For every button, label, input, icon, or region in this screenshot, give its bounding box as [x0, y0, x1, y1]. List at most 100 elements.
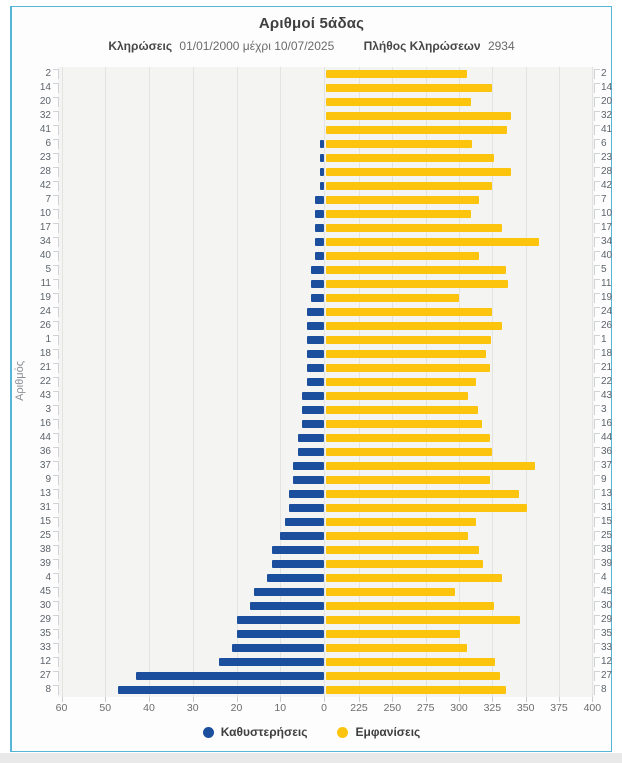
bar-appearances[interactable]: [325, 504, 527, 512]
bar-appearances[interactable]: [325, 224, 502, 232]
bar-delay[interactable]: [306, 350, 324, 358]
bar-appearances[interactable]: [325, 546, 479, 554]
category-label-right: 35: [601, 628, 613, 639]
bar-appearances[interactable]: [325, 280, 509, 288]
bar-delay[interactable]: [236, 630, 324, 638]
bar-appearances[interactable]: [325, 252, 479, 260]
bar-appearances[interactable]: [325, 574, 502, 582]
bar-delay[interactable]: [293, 476, 324, 484]
bar-appearances[interactable]: [325, 560, 483, 568]
bar-delay[interactable]: [306, 364, 324, 372]
bar-delay[interactable]: [319, 182, 324, 190]
bar-delay[interactable]: [315, 210, 324, 218]
x-axis-tick-label: 10: [274, 702, 287, 714]
x-axis-tick: [592, 697, 594, 702]
axis-bracket-right-icon: [594, 139, 600, 149]
bar-delay[interactable]: [271, 560, 324, 568]
bar-appearances[interactable]: [325, 476, 490, 484]
bar-appearances[interactable]: [325, 462, 535, 470]
category-label-right: 3: [601, 404, 607, 415]
bar-appearances[interactable]: [325, 182, 493, 190]
bar-delay[interactable]: [289, 504, 324, 512]
bar-delay[interactable]: [310, 280, 324, 288]
bar-delay[interactable]: [315, 224, 324, 232]
bar-delay[interactable]: [135, 672, 324, 680]
axis-bracket-right-icon: [594, 377, 600, 387]
bar-appearances[interactable]: [325, 378, 477, 386]
bar-delay[interactable]: [289, 490, 324, 498]
bar-delay[interactable]: [297, 434, 324, 442]
category-label-right: 42: [601, 180, 613, 191]
bar-appearances[interactable]: [325, 420, 482, 428]
bar-delay[interactable]: [293, 462, 324, 470]
bar-appearances[interactable]: [325, 602, 494, 610]
bar-delay[interactable]: [310, 294, 324, 302]
legend-item-delays[interactable]: Καθυστερήσεις: [202, 725, 307, 739]
bar-delay[interactable]: [284, 518, 324, 526]
bar-appearances[interactable]: [325, 616, 521, 624]
bar-appearances[interactable]: [325, 210, 471, 218]
bar-delay[interactable]: [219, 658, 324, 666]
bar-appearances[interactable]: [325, 588, 455, 596]
bar-delay[interactable]: [297, 448, 324, 456]
bar-appearances[interactable]: [325, 168, 511, 176]
bar-appearances[interactable]: [325, 112, 511, 120]
x-axis-tick: [359, 697, 360, 702]
bar-delay[interactable]: [118, 686, 324, 694]
x-axis-tick-label: 225: [350, 702, 368, 714]
bar-delay[interactable]: [232, 644, 324, 652]
axis-bracket-left-icon: [53, 587, 59, 597]
bar-delay[interactable]: [236, 616, 324, 624]
bar-appearances[interactable]: [325, 686, 506, 694]
bar-appearances[interactable]: [325, 98, 471, 106]
bar-delay[interactable]: [319, 168, 324, 176]
bar-delay[interactable]: [271, 546, 324, 554]
bar-delay[interactable]: [319, 140, 324, 148]
bar-appearances[interactable]: [325, 140, 473, 148]
bar-delay[interactable]: [310, 266, 324, 274]
bar-appearances[interactable]: [325, 672, 501, 680]
bar-appearances[interactable]: [325, 84, 493, 92]
bar-delay[interactable]: [315, 238, 324, 246]
bar-appearances[interactable]: [325, 434, 490, 442]
bar-appearances[interactable]: [325, 448, 493, 456]
category-label-left: 19: [39, 292, 51, 303]
bar-appearances[interactable]: [325, 266, 506, 274]
bar-appearances[interactable]: [325, 392, 469, 400]
category-label-right: 22: [601, 376, 613, 387]
bar-appearances[interactable]: [325, 322, 502, 330]
bar-delay[interactable]: [302, 406, 324, 414]
bar-appearances[interactable]: [325, 308, 493, 316]
bar-delay[interactable]: [302, 420, 324, 428]
bar-appearances[interactable]: [325, 350, 486, 358]
bar-appearances[interactable]: [325, 630, 461, 638]
bar-appearances[interactable]: [325, 364, 490, 372]
bar-appearances[interactable]: [325, 406, 478, 414]
bar-appearances[interactable]: [325, 644, 467, 652]
bar-appearances[interactable]: [325, 238, 539, 246]
bar-delay[interactable]: [249, 602, 324, 610]
bar-appearances[interactable]: [325, 518, 477, 526]
bar-appearances[interactable]: [325, 532, 469, 540]
bar-delay[interactable]: [306, 336, 324, 344]
bar-appearances[interactable]: [325, 336, 491, 344]
bar-appearances[interactable]: [325, 154, 494, 162]
bar-appearances[interactable]: [325, 658, 495, 666]
bar-appearances[interactable]: [325, 70, 467, 78]
bar-delay[interactable]: [302, 392, 324, 400]
bar-delay[interactable]: [306, 308, 324, 316]
bar-delay[interactable]: [315, 196, 324, 204]
bar-delay[interactable]: [319, 154, 324, 162]
bar-delay[interactable]: [306, 322, 324, 330]
bar-appearances[interactable]: [325, 294, 459, 302]
bar-delay[interactable]: [254, 588, 324, 596]
bar-delay[interactable]: [315, 252, 324, 260]
bar-delay[interactable]: [280, 532, 324, 540]
bar-delay[interactable]: [267, 574, 324, 582]
legend-item-appearances[interactable]: Εμφανίσεις: [337, 725, 420, 739]
axis-bracket-right-icon: [594, 223, 600, 233]
bar-appearances[interactable]: [325, 196, 479, 204]
bar-delay[interactable]: [306, 378, 324, 386]
bar-appearances[interactable]: [325, 126, 507, 134]
bar-appearances[interactable]: [325, 490, 519, 498]
